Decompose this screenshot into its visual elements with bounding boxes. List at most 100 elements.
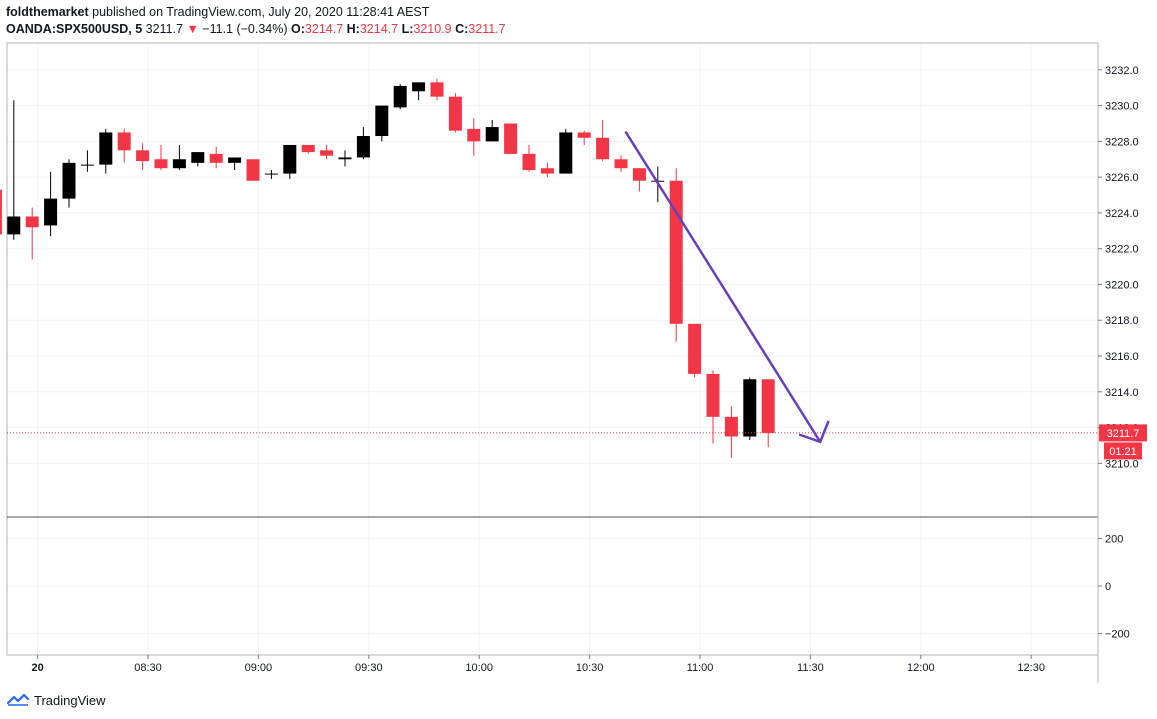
price-tick-label: 3214.0 — [1105, 387, 1139, 399]
high-value: 3214.7 — [359, 22, 399, 36]
last-price-label: 3211.7 — [1107, 428, 1140, 440]
candle-body — [0, 189, 2, 235]
candle-body — [99, 132, 113, 165]
grid — [7, 43, 1098, 655]
candle-body — [632, 168, 646, 181]
candle-body — [743, 379, 757, 437]
tradingview-logo-icon[interactable] — [6, 692, 30, 708]
publish-line: foldthemarket published on TradingView.c… — [6, 4, 506, 21]
candle-body — [44, 198, 58, 226]
price-change: −11.1 (−0.34%) — [202, 22, 288, 36]
candle-body — [209, 153, 223, 163]
change-down-icon: ▼ — [186, 22, 199, 36]
time-tick-label: 09:00 — [245, 662, 273, 674]
tradingview-brand[interactable]: TradingView — [34, 692, 106, 708]
candle-body — [356, 136, 370, 158]
price-tick-label: 3216.0 — [1105, 351, 1139, 363]
candle-body — [522, 153, 536, 170]
candle-body — [25, 216, 39, 228]
price-tick-label: 3226.0 — [1105, 172, 1139, 184]
candle-body — [706, 373, 720, 417]
last-price-box — [1099, 424, 1147, 442]
price-tick-label: 3210.0 — [1105, 458, 1139, 470]
candle-body — [669, 180, 683, 324]
candle-body — [467, 128, 481, 142]
candle-body — [246, 159, 260, 181]
time-tick-label: 11:00 — [687, 662, 714, 674]
candle-body — [540, 168, 554, 174]
time-tick-label: 12:30 — [1017, 662, 1045, 674]
candle-body — [283, 144, 297, 174]
last-price-marker: 3211.7 01:21 — [1099, 424, 1147, 460]
price-tick-label: 3224.0 — [1105, 208, 1139, 220]
price-tick-label: 3232.0 — [1105, 65, 1139, 77]
candle-body — [724, 416, 738, 437]
candle-body — [338, 157, 352, 160]
arrow-head — [798, 420, 830, 444]
candle-body — [7, 216, 21, 235]
symbol-label[interactable]: OANDA:SPX500USD, 5 — [6, 22, 143, 36]
time-tick-label: 08:30 — [134, 662, 162, 674]
candle-body — [136, 150, 150, 162]
ohlc-line: OANDA:SPX500USD, 5 3211.7 ▼ −11.1 (−0.34… — [6, 21, 506, 38]
footer: TradingView — [6, 690, 106, 710]
close-value: 3211.7 — [468, 22, 506, 36]
candle-body — [430, 82, 444, 97]
lower-tick-label: −200 — [1105, 629, 1130, 641]
chart-header: foldthemarket published on TradingView.c… — [6, 4, 506, 38]
candle-body — [62, 162, 76, 199]
candle-body — [559, 132, 573, 174]
price-tick-label: 3230.0 — [1105, 101, 1139, 113]
time-tick-label: 09:30 — [355, 662, 383, 674]
candle-body — [688, 323, 702, 374]
time-tick-label: 11:30 — [797, 662, 824, 674]
publisher-name[interactable]: foldthemarket — [6, 5, 89, 19]
price-tick-label: 3218.0 — [1105, 315, 1139, 327]
price-tick-label: 3228.0 — [1105, 136, 1139, 148]
open-label: O: — [291, 22, 305, 36]
candle-body — [504, 123, 518, 154]
candles — [0, 78, 775, 458]
price-axis[interactable]: 3210.03212.03214.03216.03218.03220.03222… — [1098, 65, 1139, 471]
candle-body — [375, 105, 389, 137]
low-label: L: — [401, 22, 414, 36]
candle-body — [154, 159, 168, 169]
candle-body — [301, 144, 315, 153]
candle-body — [320, 150, 334, 156]
arrow-shaft — [624, 131, 822, 444]
candle-body — [393, 85, 407, 108]
time-axis[interactable]: 20 08:30 09:00 09:30 10:00 10:30 11:00 11:30 12:… — [31, 655, 1045, 674]
candle-body — [577, 132, 591, 138]
high-label: H: — [346, 22, 360, 36]
open-value: 3214.7 — [304, 22, 344, 36]
time-tick-label: 20 — [31, 662, 43, 674]
plot-frame — [6, 42, 1099, 656]
published-text: published on TradingView.com, July 20, 2… — [92, 5, 430, 19]
trend-arrow-annotation[interactable] — [624, 131, 830, 444]
time-tick-label: 10:30 — [576, 662, 604, 674]
lower-tick-label: 200 — [1105, 533, 1123, 545]
candle-body — [228, 157, 242, 163]
candle-body — [485, 127, 499, 142]
price-tick-label: 3220.0 — [1105, 279, 1139, 291]
candle-body — [191, 152, 205, 163]
low-value: 3210.9 — [413, 22, 452, 36]
price-tick-label: 3222.0 — [1105, 244, 1139, 256]
candle-body — [448, 96, 462, 131]
candle-body — [614, 159, 628, 169]
candle-body — [412, 82, 426, 92]
last-price: 3211.7 — [145, 22, 183, 36]
candle-body — [761, 379, 775, 433]
time-tick-label: 12:00 — [907, 662, 935, 674]
candle-body — [264, 173, 278, 175]
candle-body — [117, 132, 131, 151]
close-label: C: — [455, 22, 469, 36]
candle-body — [80, 164, 94, 166]
time-tick-label: 10:00 — [465, 662, 493, 674]
lower-tick-label: 0 — [1105, 581, 1111, 593]
countdown-box — [1104, 442, 1142, 460]
candle-body — [596, 137, 610, 160]
lower-pane-axis[interactable]: 200 0 −200 — [1098, 533, 1130, 641]
candle-body — [172, 159, 186, 169]
